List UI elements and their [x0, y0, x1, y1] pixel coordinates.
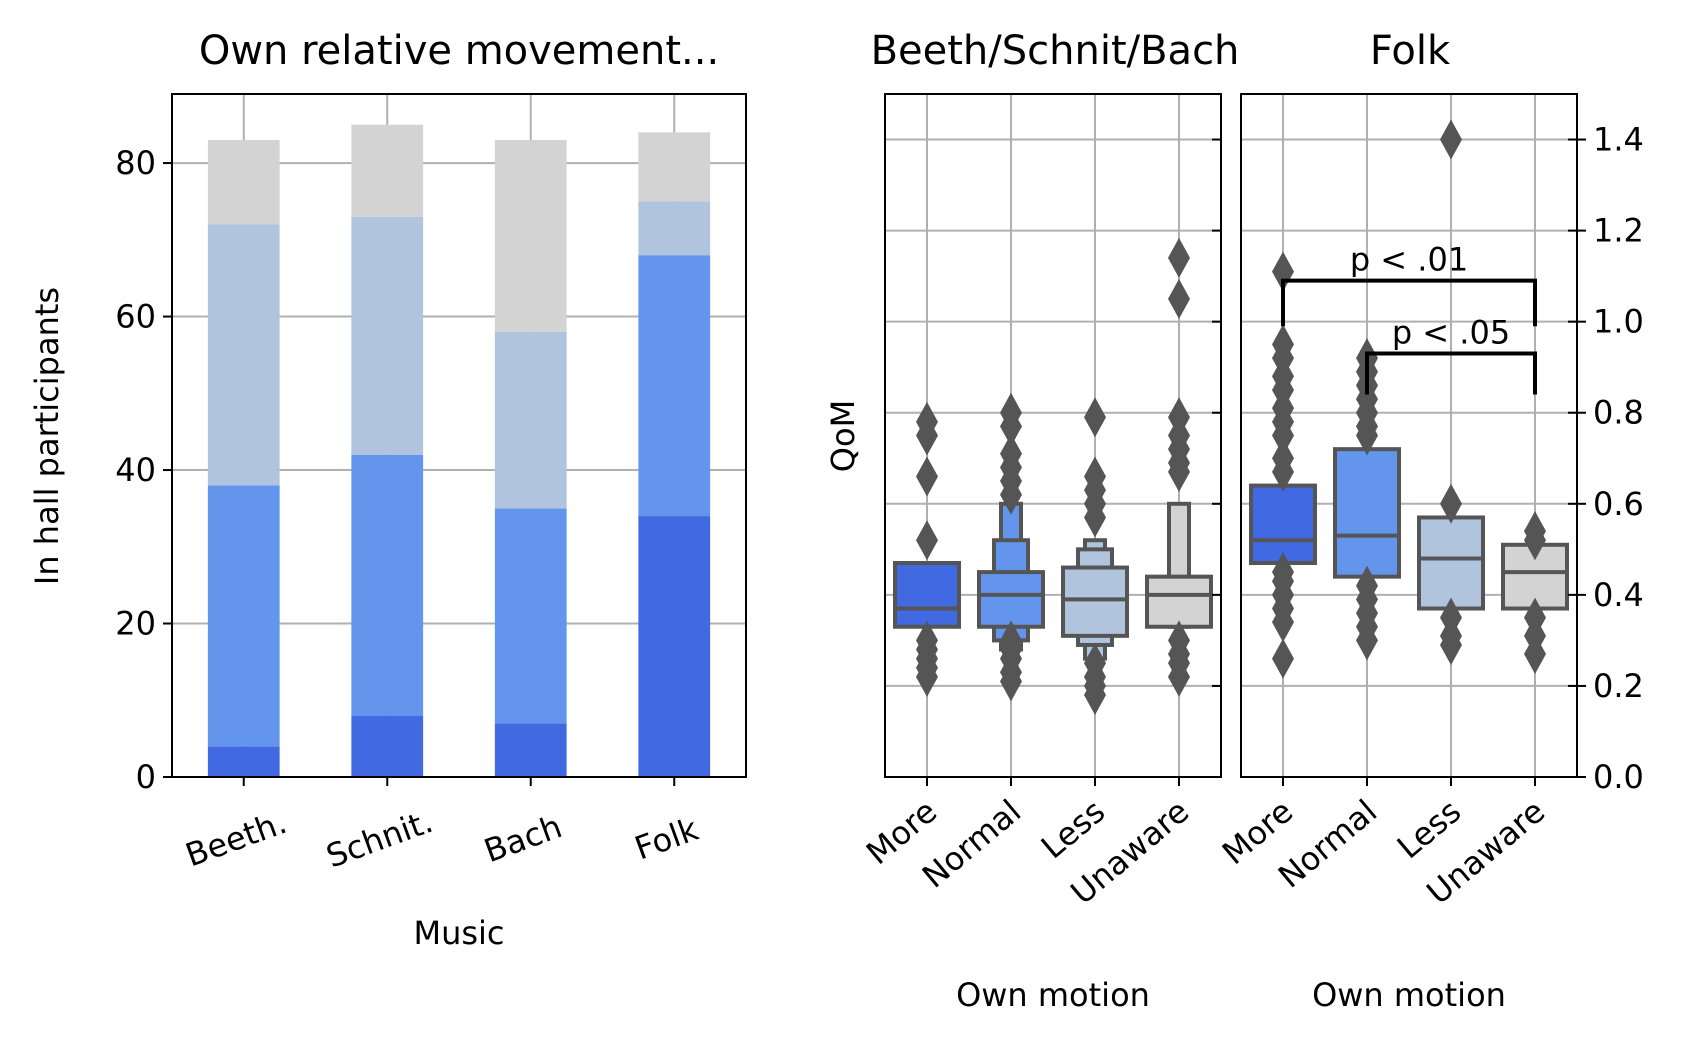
- folk-xlabel: Own motion: [1312, 976, 1506, 1014]
- outlier-marker: [1272, 415, 1294, 456]
- outlier-marker: [1524, 634, 1546, 675]
- boxen-box-unaware: [1145, 574, 1213, 629]
- bar-segment-less: [351, 216, 424, 455]
- bar-segment-more: [638, 516, 711, 777]
- y-tick-label: 1.2: [1593, 212, 1644, 250]
- y-tick-label: 0.0: [1593, 758, 1644, 796]
- outlier-marker: [1356, 415, 1378, 456]
- x-tick-label: Folk: [630, 810, 704, 868]
- y-tick-label: 60: [115, 298, 156, 336]
- outlier-marker: [1000, 406, 1022, 447]
- bar-segment-more: [351, 715, 424, 777]
- bar-segment-more: [207, 746, 280, 777]
- bar-chart-frame: [171, 93, 747, 778]
- folk-y-ticks: 0.0 0.2 0.4 0.6 0.8 1.0 1.2 1.4: [1568, 121, 1644, 796]
- qom-ylabel: QoM: [824, 400, 862, 472]
- y-tick-label: 80: [115, 144, 156, 182]
- outlier-marker: [1084, 397, 1106, 438]
- bar-segment-unaware: [638, 132, 711, 202]
- outlier-marker: [1168, 237, 1190, 278]
- bar-segment-normal: [351, 454, 424, 716]
- boxen-box-normal: [1333, 447, 1401, 579]
- outlier-marker: [1440, 483, 1462, 524]
- folk-frame: [1240, 93, 1578, 778]
- x-tick-label: Beeth.: [180, 803, 291, 874]
- folk-boxes: [1249, 119, 1569, 679]
- bar-segment-normal: [207, 485, 280, 747]
- bar-chart-title: Own relative movement...: [199, 28, 719, 74]
- classical-panel-title: Beeth/Schnit/Bach: [871, 28, 1240, 74]
- outlier-marker: [916, 456, 938, 497]
- significance-bracket: [1365, 351, 1537, 395]
- outlier-marker: [1084, 497, 1106, 538]
- bar-segment-less: [207, 224, 280, 486]
- boxen-box-less: [1061, 565, 1129, 638]
- bar-segment-more: [494, 723, 567, 777]
- bar-chart-x-ticks: Beeth. Schnit. Bach Folk: [180, 777, 704, 875]
- outlier-marker: [916, 520, 938, 561]
- outlier-marker: [1356, 620, 1378, 661]
- boxen-box-less: [1417, 515, 1485, 611]
- outlier-marker: [1524, 520, 1546, 561]
- bar-chart-bars: [207, 124, 711, 777]
- bar-segment-less: [494, 331, 567, 509]
- y-tick-label: 0: [136, 758, 156, 796]
- y-tick-label: 1.0: [1593, 303, 1644, 341]
- bar-chart-y-ticks: 0 20 40 60 80: [115, 144, 172, 796]
- classical-xlabel: Own motion: [956, 976, 1150, 1014]
- y-tick-label: 0.2: [1593, 667, 1644, 705]
- outlier-marker: [1272, 451, 1294, 492]
- y-tick-label: 40: [115, 451, 156, 489]
- folk-significance-brackets: p < .01 p < .05: [1281, 241, 1537, 395]
- classical-frame: [884, 93, 1222, 778]
- outlier-marker: [1168, 278, 1190, 319]
- bar-segment-unaware: [351, 124, 424, 217]
- y-tick-label: 0.8: [1593, 394, 1644, 432]
- stacked-bar-panel: Own relative movement... 0 20 40 60 80 Beeth…: [28, 28, 747, 952]
- y-tick-label: 1.4: [1593, 121, 1644, 159]
- bar-segment-unaware: [207, 140, 280, 225]
- outlier-marker: [1000, 661, 1022, 702]
- bar-segment-normal: [494, 508, 567, 724]
- outlier-marker: [1000, 474, 1022, 515]
- outlier-marker: [1440, 119, 1462, 160]
- bar-segment-unaware: [494, 140, 567, 332]
- outlier-marker: [916, 656, 938, 697]
- outlier-marker: [1440, 624, 1462, 665]
- folk-panel-title: Folk: [1370, 28, 1451, 74]
- bar-segment-normal: [638, 255, 711, 517]
- bar-chart-xlabel: Music: [413, 914, 504, 952]
- bar-chart-ylabel: In hall participants: [28, 287, 66, 585]
- boxen-box-normal: [977, 570, 1045, 629]
- boxen-box-more: [893, 560, 961, 629]
- outlier-marker: [1272, 638, 1294, 679]
- classical-boxes: [893, 237, 1213, 716]
- outlier-marker: [1084, 675, 1106, 716]
- significance-label: p < .05: [1392, 314, 1510, 352]
- boxen-box-more: [1249, 483, 1317, 565]
- x-tick-label: Bach: [479, 807, 567, 870]
- outlier-marker: [1168, 451, 1190, 492]
- y-tick-label: 0.4: [1593, 576, 1644, 614]
- outlier-marker: [916, 415, 938, 456]
- y-tick-label: 20: [115, 605, 156, 643]
- bar-segment-less: [638, 201, 711, 256]
- y-tick-label: 0.6: [1593, 485, 1644, 523]
- boxen-panel-folk: Folk p < .01 p < .05 0.0 0.2 0.4 0.6 0.8 1.0 1.…: [1215, 28, 1644, 1014]
- classical-y-ticks: [1212, 138, 1221, 778]
- significance-label: p < .01: [1350, 241, 1468, 279]
- outlier-marker: [1168, 656, 1190, 697]
- x-tick-label: Schnit.: [321, 802, 437, 875]
- significance-bracket: [1281, 278, 1537, 327]
- outlier-marker: [1272, 602, 1294, 643]
